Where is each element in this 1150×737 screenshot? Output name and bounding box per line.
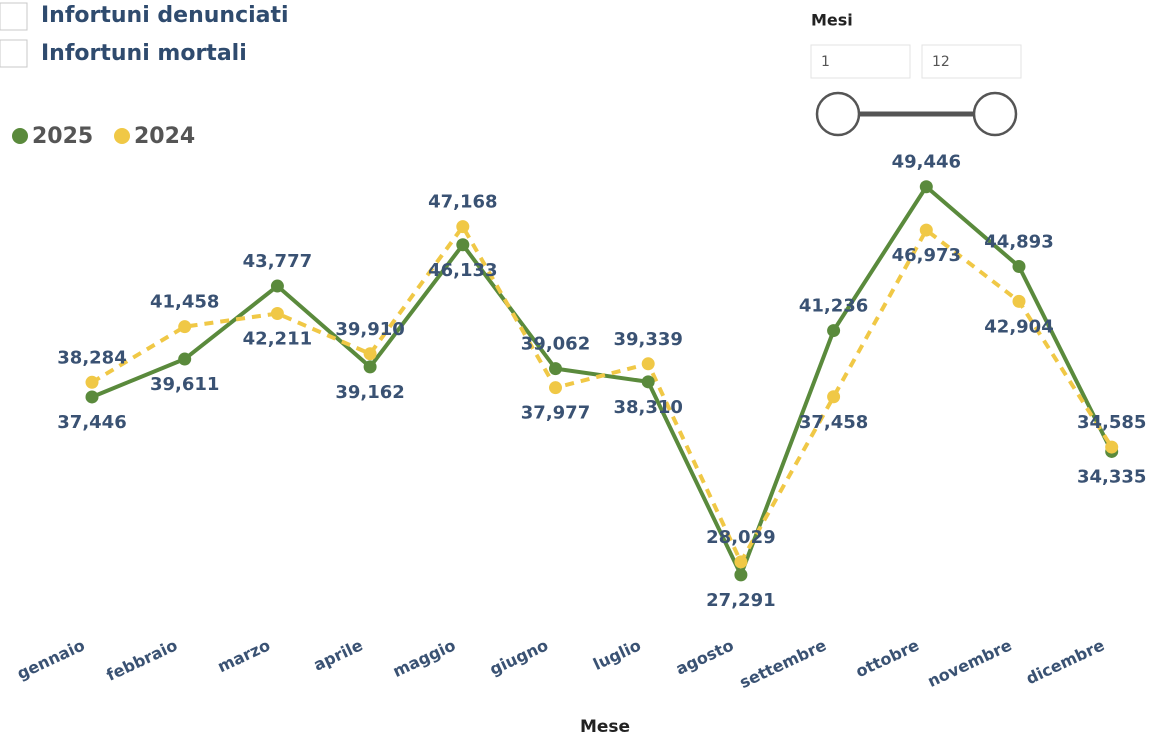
data-label: 27,291 bbox=[706, 590, 775, 611]
data-label: 34,585 bbox=[1077, 412, 1146, 433]
input-value[interactable]: 12 bbox=[932, 54, 950, 70]
data-label: 46,133 bbox=[428, 260, 497, 281]
data-label: 47,168 bbox=[428, 192, 497, 213]
legend-marker bbox=[12, 128, 28, 144]
x-tick-label: febbraio bbox=[103, 635, 180, 684]
data-point bbox=[178, 320, 192, 334]
slider-handle[interactable] bbox=[972, 91, 1018, 137]
x-tick-label: marzo bbox=[215, 635, 273, 676]
legend-label: 2025 bbox=[32, 124, 93, 149]
data-label: 44,893 bbox=[984, 232, 1053, 253]
data-point bbox=[1105, 440, 1119, 454]
data-label: 39,062 bbox=[521, 334, 590, 355]
filter-option[interactable]: Infortuni mortali bbox=[41, 41, 247, 66]
data-label: 39,162 bbox=[335, 382, 404, 403]
data-label: 43,777 bbox=[243, 251, 312, 272]
data-point bbox=[827, 324, 841, 338]
data-point bbox=[549, 362, 562, 376]
data-point bbox=[549, 381, 562, 395]
x-tick-label: dicembre bbox=[1023, 635, 1107, 688]
input-box[interactable] bbox=[921, 44, 1022, 79]
data-label: 38,284 bbox=[57, 347, 126, 368]
data-label: 42,904 bbox=[984, 316, 1053, 337]
data-label: 41,236 bbox=[799, 296, 868, 317]
data-label: 34,335 bbox=[1077, 466, 1146, 487]
x-tick-label: giugno bbox=[487, 635, 551, 678]
data-label: 38,310 bbox=[613, 397, 682, 418]
input-value[interactable]: 1 bbox=[821, 54, 830, 70]
checkbox[interactable] bbox=[0, 39, 28, 68]
data-label: 46,973 bbox=[892, 245, 961, 266]
data-point bbox=[270, 306, 284, 320]
data-label: 49,446 bbox=[892, 152, 961, 173]
data-point bbox=[641, 375, 655, 389]
data-label: 39,611 bbox=[150, 374, 219, 395]
input-box[interactable] bbox=[810, 44, 911, 79]
data-point bbox=[1012, 294, 1026, 308]
data-point bbox=[456, 220, 470, 234]
data-point bbox=[178, 352, 192, 366]
data-point bbox=[85, 375, 99, 389]
data-label: 41,458 bbox=[150, 292, 219, 313]
x-tick-label: gennaio bbox=[14, 635, 88, 683]
data-point bbox=[1012, 260, 1026, 274]
data-label: 37,977 bbox=[521, 403, 590, 424]
filter-option[interactable]: Infortuni denunciati bbox=[41, 3, 289, 28]
data-point bbox=[641, 357, 655, 371]
x-tick-label: aprile bbox=[311, 635, 366, 674]
x-tick-label: maggio bbox=[390, 635, 459, 680]
slider-handle[interactable] bbox=[815, 91, 861, 137]
data-point bbox=[85, 390, 99, 404]
x-tick-label: agosto bbox=[673, 635, 737, 678]
checkbox[interactable] bbox=[0, 2, 28, 31]
data-point bbox=[363, 347, 377, 361]
data-label: 39,339 bbox=[613, 329, 682, 350]
legend-marker bbox=[114, 128, 130, 144]
data-point bbox=[456, 238, 470, 252]
data-label: 42,211 bbox=[243, 328, 312, 349]
data-label: 39,910 bbox=[335, 319, 404, 340]
data-point bbox=[270, 279, 284, 293]
x-tick-label: luglio bbox=[590, 635, 644, 673]
data-point bbox=[827, 390, 841, 404]
data-point bbox=[919, 180, 933, 194]
x-tick-label: novembre bbox=[925, 635, 1015, 691]
data-label: 37,458 bbox=[799, 412, 868, 433]
data-label: 37,446 bbox=[57, 412, 126, 433]
x-tick-label: settembre bbox=[737, 635, 830, 692]
series-line bbox=[90, 222, 1114, 567]
data-point bbox=[363, 360, 377, 374]
legend-label: 2024 bbox=[134, 124, 195, 149]
data-point bbox=[919, 223, 933, 237]
x-axis-title: Mese bbox=[580, 717, 630, 737]
x-tick-label: ottobre bbox=[853, 635, 922, 681]
slider-title: Mesi bbox=[811, 11, 853, 30]
data-point bbox=[734, 568, 748, 582]
data-point bbox=[734, 555, 748, 569]
data-label: 28,029 bbox=[706, 527, 775, 548]
